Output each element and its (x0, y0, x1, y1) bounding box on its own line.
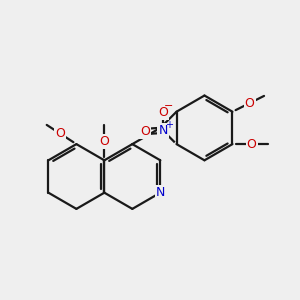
Text: −: − (164, 101, 173, 111)
Text: O: O (158, 106, 168, 119)
Text: N: N (156, 186, 165, 199)
Text: N: N (158, 124, 168, 137)
Text: +: + (165, 120, 173, 130)
Text: O: O (99, 135, 109, 148)
Text: O: O (247, 138, 256, 151)
Text: O: O (140, 125, 150, 138)
Text: O: O (244, 97, 254, 110)
Text: O: O (56, 127, 65, 140)
